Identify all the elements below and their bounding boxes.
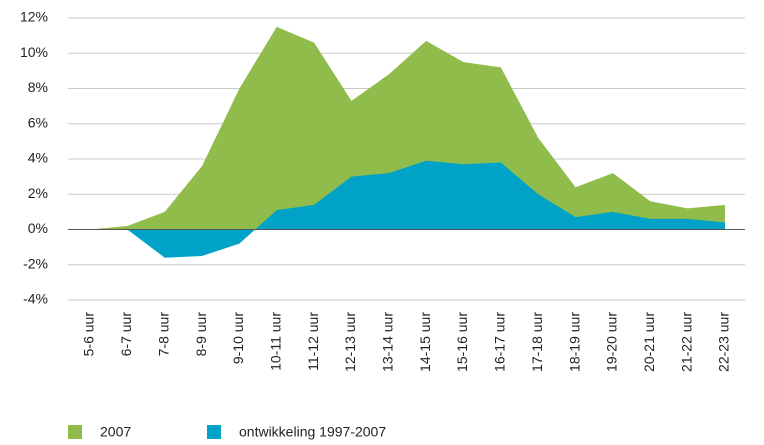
area <box>90 26 725 230</box>
x-tick-label: 21-22 uur <box>678 312 694 372</box>
legend-swatch <box>68 425 82 439</box>
x-tick-label: 17-18 uur <box>529 312 545 372</box>
y-tick-label: 2% <box>28 185 48 201</box>
x-tick-label: 11-12 uur <box>305 312 321 371</box>
y-tick-label: 6% <box>28 114 48 130</box>
x-tick-label: 22-23 uur <box>716 312 732 372</box>
y-tick-label: 8% <box>28 79 48 95</box>
y-tick-label: 0% <box>28 220 48 236</box>
x-tick-label: 18-19 uur <box>566 312 582 372</box>
x-tick-label: 12-13 uur <box>342 312 358 372</box>
x-tick-label: 13-14 uur <box>380 312 396 372</box>
x-tick-label: 20-21 uur <box>641 312 657 372</box>
x-tick-label: 16-17 uur <box>492 312 508 372</box>
y-tick-label: 4% <box>28 150 48 166</box>
x-tick-label: 9-10 uur <box>230 312 246 364</box>
x-tick-label: 19-20 uur <box>604 312 620 372</box>
y-tick-label: -4% <box>23 291 48 307</box>
area <box>90 160 725 258</box>
x-tick-label: 14-15 uur <box>417 312 433 372</box>
x-tick-label: 10-11 uur <box>267 312 283 371</box>
x-tick-label: 8-9 uur <box>193 312 209 357</box>
y-tick-label: 12% <box>20 9 48 25</box>
legend-swatch <box>207 425 221 439</box>
legend-label: ontwikkeling 1997-2007 <box>239 424 386 440</box>
y-tick-label: -2% <box>23 255 48 271</box>
x-tick-label: 15-16 uur <box>454 312 470 372</box>
y-tick-label: 10% <box>20 44 48 60</box>
x-tick-label: 7-8 uur <box>155 312 171 357</box>
x-tick-label: 5-6 uur <box>81 312 97 357</box>
legend-label: 2007 <box>100 424 131 440</box>
x-tick-label: 6-7 uur <box>118 312 134 357</box>
